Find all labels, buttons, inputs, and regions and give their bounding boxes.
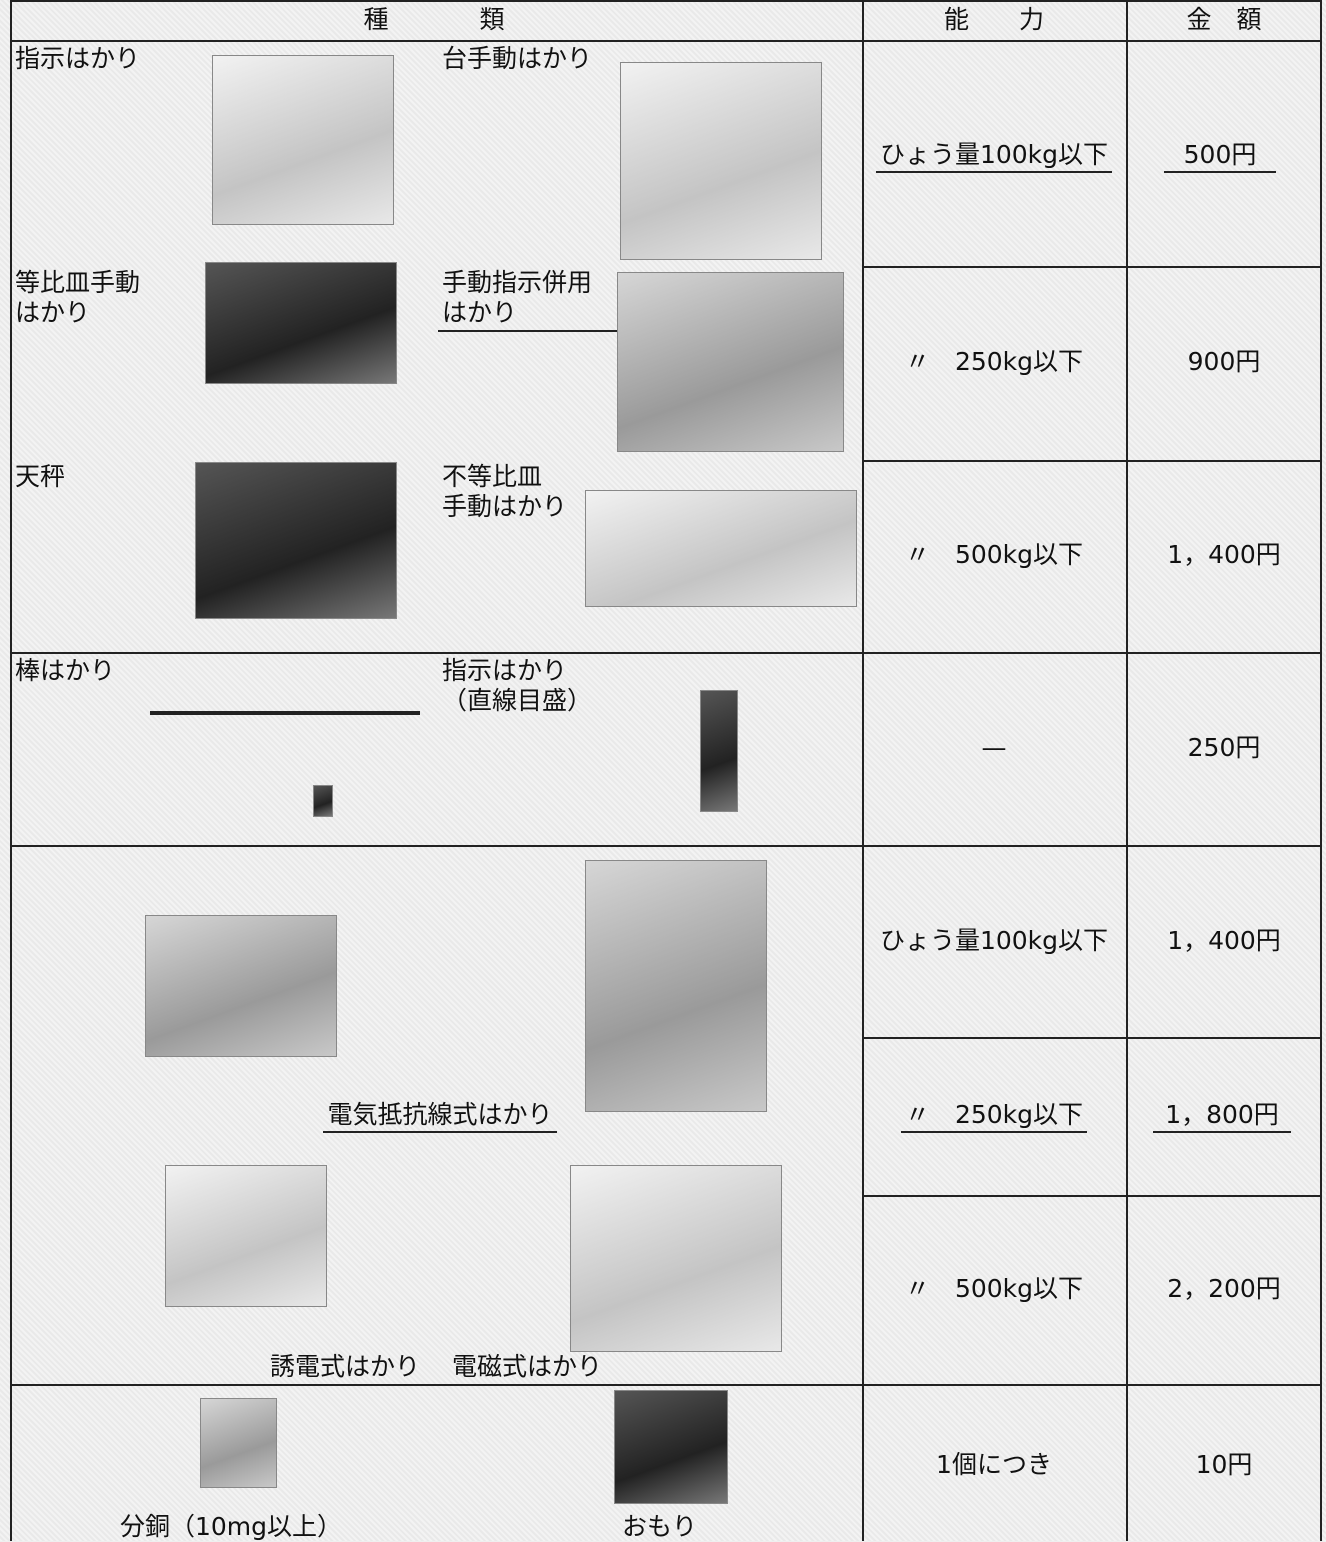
scale-photo bbox=[585, 860, 767, 1112]
capacity: ひょう量100kg以下 bbox=[879, 926, 1109, 955]
rule bbox=[862, 266, 1322, 268]
type-label: 棒はかり bbox=[15, 656, 116, 685]
price: 900円 bbox=[1187, 347, 1261, 376]
rule bbox=[10, 1384, 1322, 1386]
scale-photo bbox=[585, 490, 857, 607]
scale-photo bbox=[617, 272, 844, 452]
capacity: 〃 250kg以下 bbox=[900, 1100, 1088, 1133]
type-label: 天秤 bbox=[15, 462, 66, 491]
scale-photo bbox=[570, 1165, 782, 1352]
capacity: 1個につき bbox=[936, 1450, 1052, 1479]
type-label: 等比皿手動 bbox=[15, 268, 141, 297]
rule bbox=[1126, 0, 1128, 1541]
price: 1，400円 bbox=[1167, 540, 1281, 569]
capacity: 〃 250kg以下 bbox=[904, 347, 1084, 376]
scale-photo bbox=[212, 55, 394, 225]
type-label: 指示はかり bbox=[442, 656, 568, 685]
rule bbox=[10, 0, 1322, 2]
type-label: 手動はかり bbox=[442, 492, 568, 521]
type-label: 電気抵抗線式はかり bbox=[323, 1100, 557, 1133]
scale-photo bbox=[205, 262, 397, 384]
price: 250円 bbox=[1187, 733, 1261, 762]
rule bbox=[862, 0, 864, 1541]
capacity: 〃 500kg以下 bbox=[904, 540, 1084, 569]
weight-photo bbox=[614, 1390, 728, 1504]
price: 1，800円 bbox=[1153, 1100, 1291, 1133]
type-label: おもり bbox=[622, 1512, 698, 1541]
type-label: 手動指示併用 bbox=[442, 268, 593, 297]
price: 2，200円 bbox=[1167, 1274, 1281, 1303]
price: 1，400円 bbox=[1167, 926, 1281, 955]
type-label: はかり bbox=[15, 298, 91, 327]
rule bbox=[1320, 0, 1322, 1541]
rule bbox=[10, 0, 12, 1541]
rule bbox=[862, 460, 1322, 462]
rule bbox=[862, 1037, 1322, 1039]
type-label: （直線目盛） bbox=[442, 686, 593, 715]
rule bbox=[10, 40, 1322, 42]
type-label: 誘電式はかり bbox=[270, 1352, 421, 1381]
type-label: 台手動はかり bbox=[442, 44, 593, 73]
header-cell: 種 類 bbox=[363, 5, 509, 34]
rule bbox=[862, 1195, 1322, 1197]
type-label: 不等比皿 bbox=[442, 462, 543, 491]
capacity: — bbox=[981, 733, 1007, 762]
price: 10円 bbox=[1195, 1450, 1253, 1479]
scale-photo bbox=[620, 62, 822, 260]
scale-photo bbox=[145, 915, 337, 1057]
type-label: はかり bbox=[438, 298, 638, 332]
header-cell: 能 力 bbox=[943, 5, 1044, 34]
scale-photo bbox=[165, 1165, 327, 1307]
scale-photo bbox=[700, 690, 738, 812]
capacity: 〃 500kg以下 bbox=[904, 1274, 1084, 1303]
header-cell: 金 額 bbox=[1186, 5, 1262, 34]
rule bbox=[10, 845, 1322, 847]
type-label: 電磁式はかり bbox=[452, 1352, 603, 1381]
scale-photo bbox=[195, 462, 397, 619]
price: 500円 bbox=[1163, 140, 1277, 173]
type-label: 指示はかり bbox=[15, 44, 141, 73]
rule bbox=[10, 652, 1322, 654]
weight-photo bbox=[200, 1398, 277, 1488]
type-label: 分銅（10mg以上） bbox=[120, 1512, 343, 1541]
bar-scale-weight bbox=[313, 785, 333, 817]
capacity: ひょう量100kg以下 bbox=[875, 140, 1113, 173]
bar-scale-drawing bbox=[150, 711, 420, 715]
